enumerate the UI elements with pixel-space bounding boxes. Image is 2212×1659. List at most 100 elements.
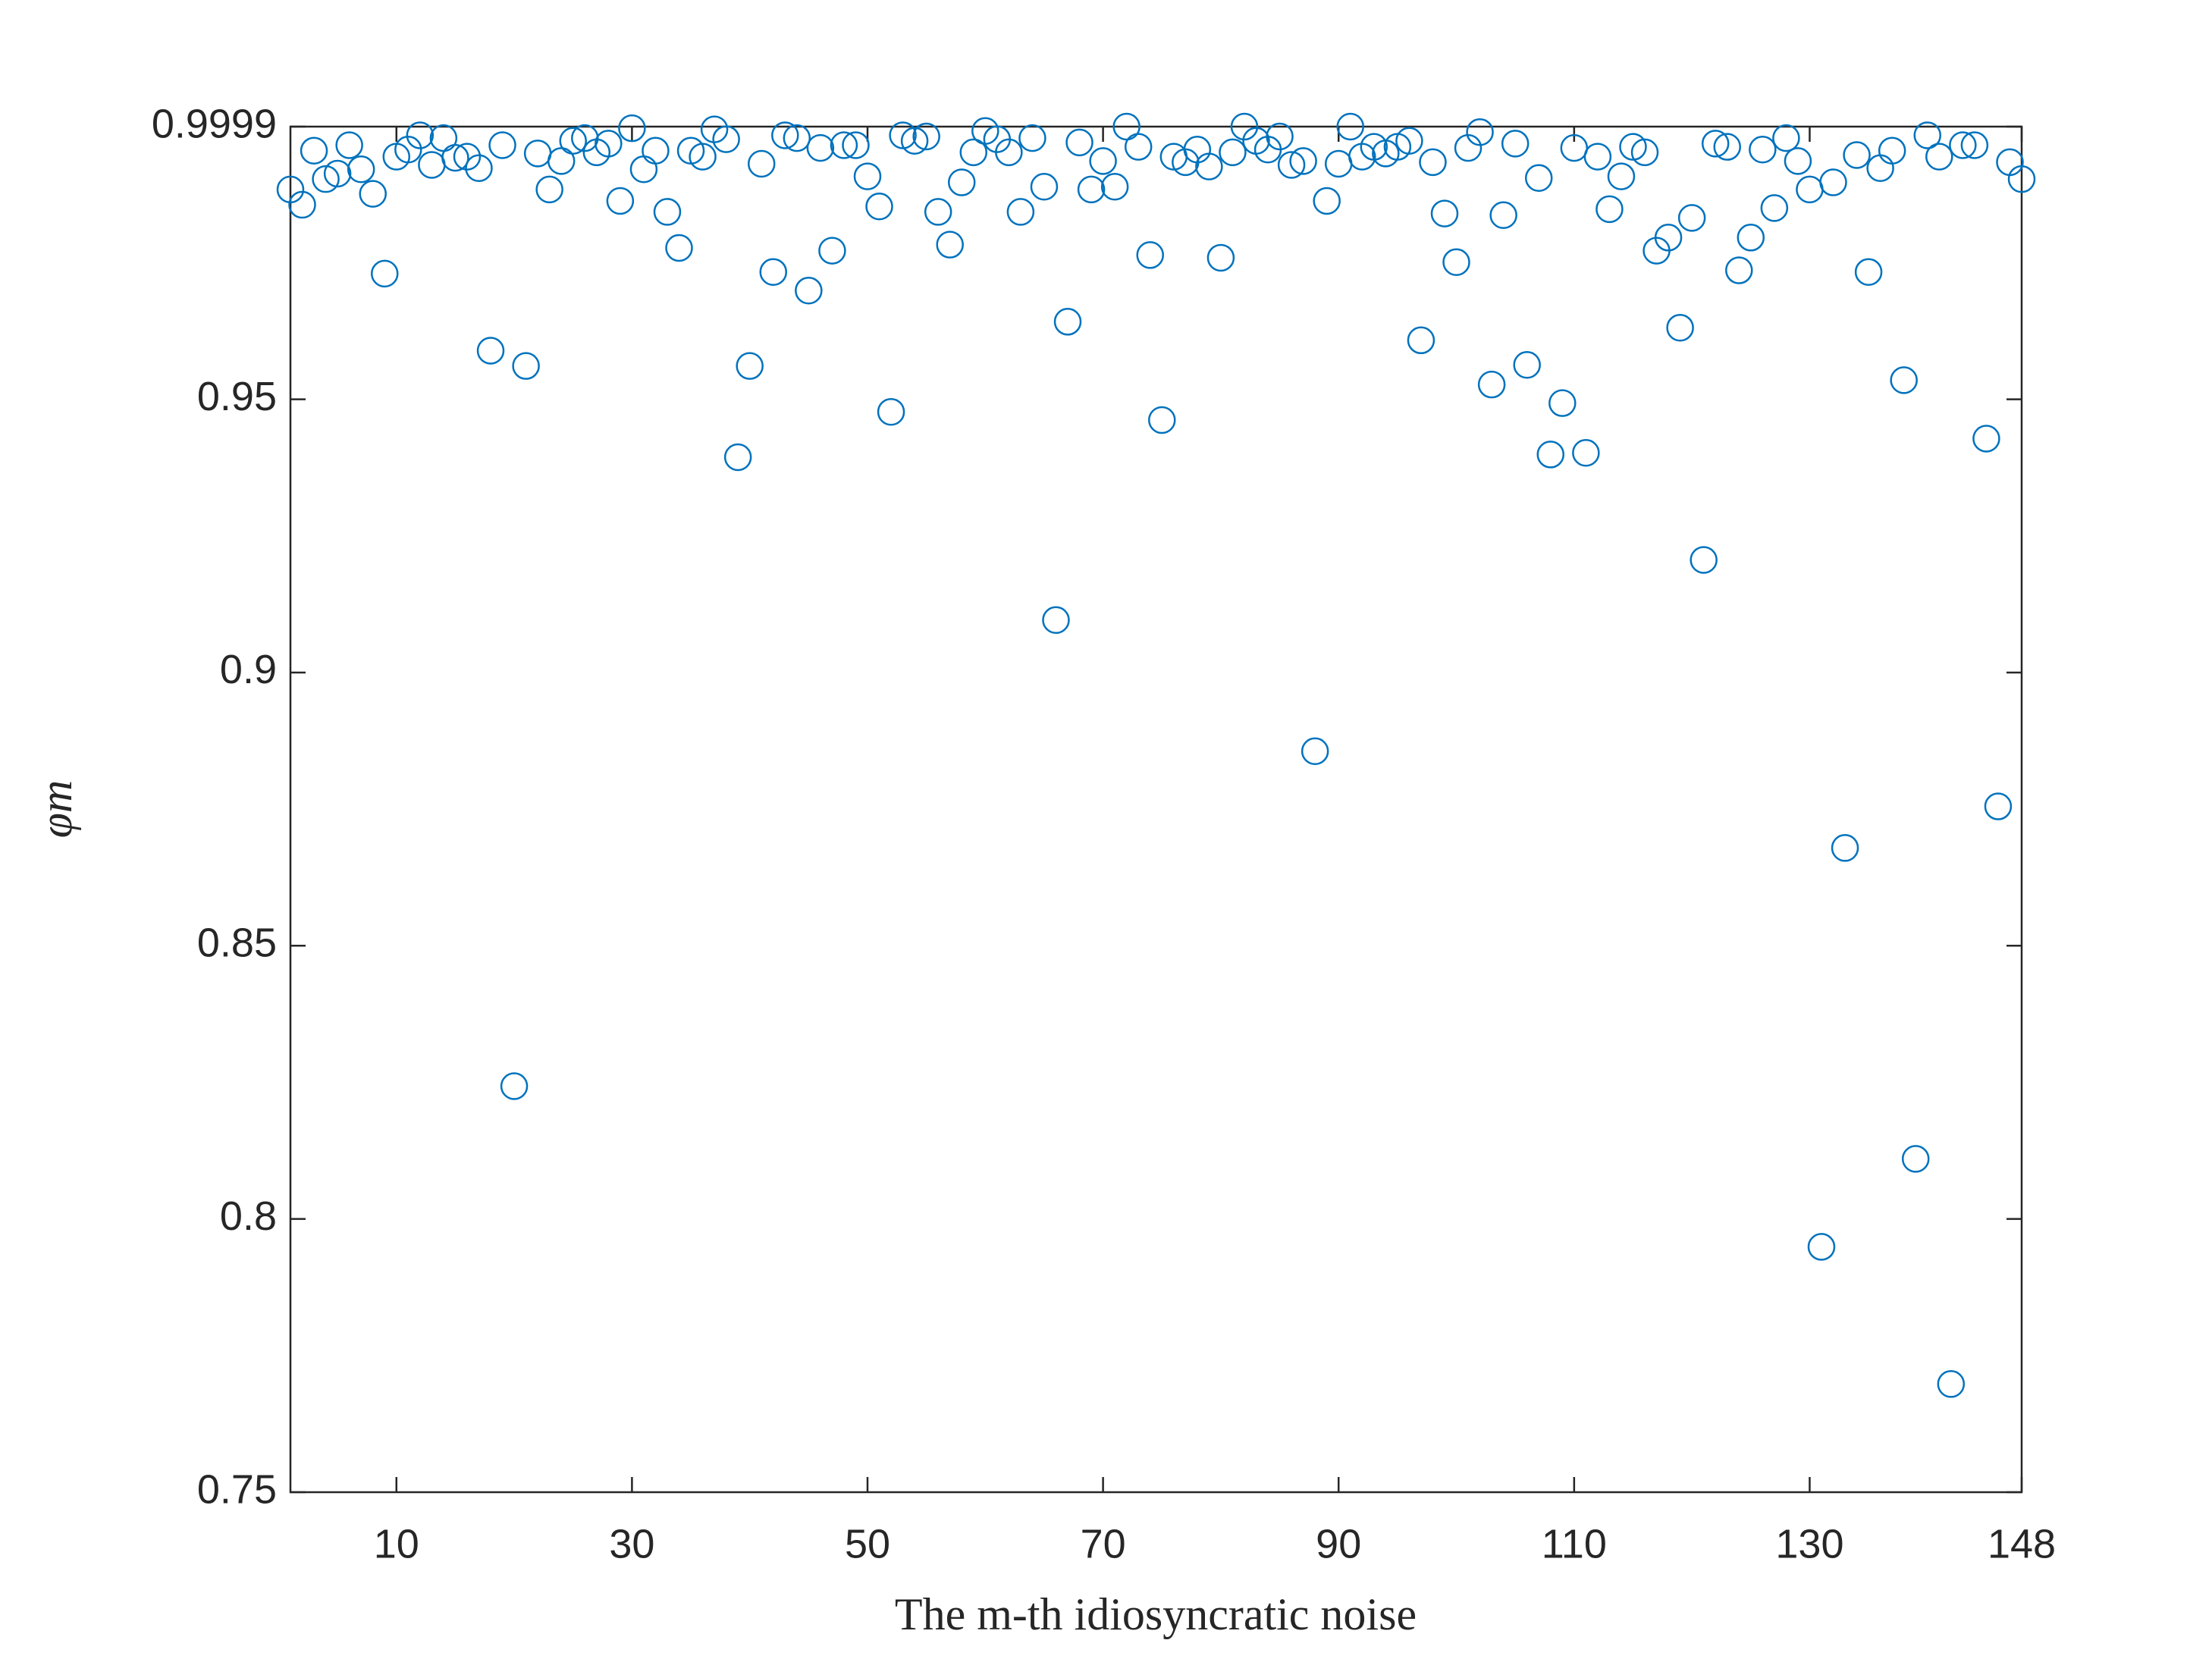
point [1901, 1145, 1930, 1173]
point [1466, 118, 1494, 146]
point [1913, 121, 1942, 149]
point [1925, 143, 1953, 171]
point [1890, 366, 1918, 394]
point [865, 192, 893, 221]
point [1960, 131, 1989, 159]
x-tick-label: 70 [1081, 1521, 1126, 1566]
point [1301, 737, 1329, 765]
point [406, 121, 435, 149]
point [1336, 112, 1365, 141]
point [1630, 138, 1659, 167]
point [1053, 308, 1082, 336]
point [1536, 441, 1565, 469]
point [771, 121, 799, 149]
y-tick-label: 0.9999 [152, 101, 277, 146]
point [323, 159, 352, 188]
point [712, 125, 740, 153]
point [936, 231, 964, 259]
y-tick-label: 0.9 [220, 647, 277, 692]
point [1831, 834, 1859, 862]
point [1100, 173, 1129, 201]
point [300, 136, 328, 165]
point [1407, 326, 1435, 355]
point [783, 124, 811, 152]
point [1819, 168, 1847, 196]
point [347, 155, 375, 183]
point [889, 121, 917, 149]
point [1807, 1233, 1836, 1261]
point [877, 397, 905, 426]
point [1972, 425, 2000, 453]
point [1136, 241, 1164, 269]
point [1077, 175, 1106, 204]
point [1442, 248, 1470, 276]
x-tick-label: 30 [609, 1521, 654, 1566]
point [1289, 147, 1317, 175]
point [747, 149, 776, 178]
point [559, 127, 587, 155]
point [818, 237, 846, 265]
point [665, 234, 693, 262]
point [453, 143, 482, 171]
point [1219, 138, 1247, 167]
point [842, 131, 870, 159]
point [1395, 127, 1423, 155]
y-tick-label: 0.95 [197, 374, 277, 419]
x-tick-label: 50 [845, 1521, 890, 1566]
point [1230, 112, 1259, 141]
point [736, 352, 764, 380]
point [1949, 131, 1977, 159]
point [1690, 546, 1718, 574]
point [853, 162, 882, 190]
point [1654, 224, 1683, 252]
x-tick-label: 10 [374, 1521, 419, 1566]
y-axis-label: φm [31, 780, 81, 839]
point [1772, 124, 1800, 152]
point [1524, 164, 1553, 192]
point [995, 138, 1023, 167]
point [1984, 792, 2013, 820]
x-tick-label: 90 [1316, 1521, 1361, 1566]
point [1548, 389, 1577, 417]
point [1749, 136, 1777, 164]
point [1666, 313, 1694, 342]
point [759, 258, 788, 286]
point [795, 276, 823, 305]
point [1843, 141, 1871, 169]
point [689, 143, 717, 171]
point [1583, 143, 1612, 171]
point [595, 130, 623, 158]
point [912, 122, 940, 151]
point [1784, 147, 1812, 175]
point [1572, 439, 1600, 467]
point [1430, 199, 1459, 227]
point [723, 443, 752, 472]
point [1313, 187, 1341, 215]
point [1937, 1370, 1966, 1398]
point [1277, 151, 1306, 179]
point [924, 198, 952, 226]
point [1042, 606, 1070, 635]
point [1112, 112, 1141, 141]
point [535, 175, 563, 204]
point [1701, 130, 1730, 158]
point [512, 352, 540, 380]
x-tick-label: 148 [1988, 1521, 2056, 1566]
point [500, 1072, 529, 1100]
x-axis-label: The m-th idiosyncratic noise [895, 1589, 1417, 1639]
point [1030, 173, 1059, 201]
point [1737, 224, 1765, 252]
point [1513, 350, 1541, 379]
point [947, 168, 976, 196]
point [312, 165, 340, 193]
point [335, 131, 363, 159]
point [1878, 136, 1906, 165]
point [1489, 201, 1517, 230]
point [1595, 195, 1624, 224]
point [1195, 152, 1223, 180]
point [1148, 406, 1176, 434]
point [1089, 147, 1117, 175]
point [488, 131, 516, 159]
point [359, 180, 387, 208]
point [465, 154, 493, 183]
